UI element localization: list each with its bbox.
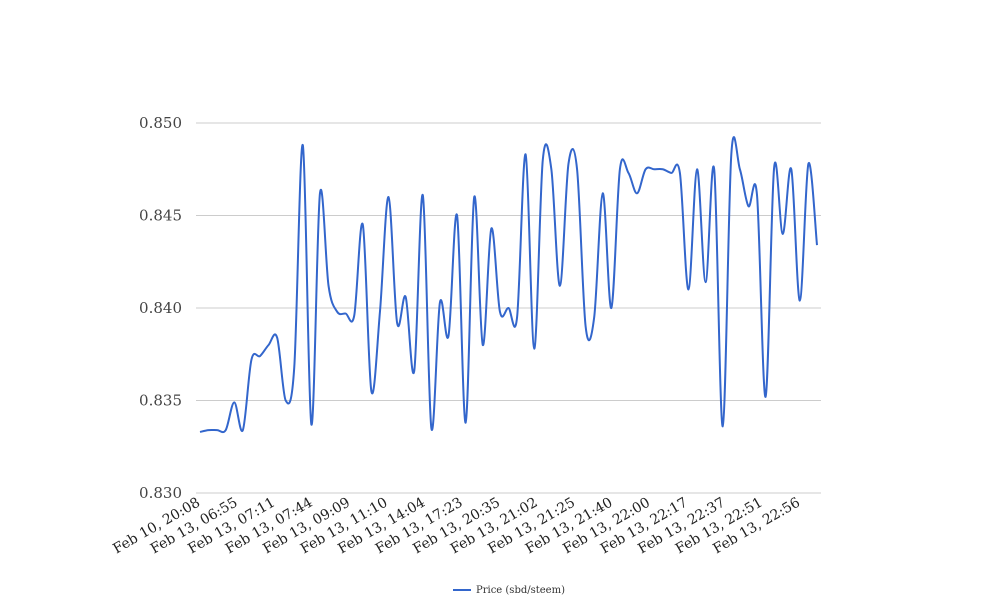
legend: Price (sbd/steem) [453,585,565,596]
y-tick-label: 0.830 [139,484,182,502]
y-tick-label: 0.835 [139,392,182,410]
legend-label: Price (sbd/steem) [476,585,565,596]
series [199,136,818,434]
y-axis-ticks: 0.850 0.845 0.840 0.835 0.830 [139,114,182,502]
y-tick-label: 0.850 [139,114,182,132]
y-tick-label: 0.845 [139,207,182,225]
y-tick-label: 0.840 [139,299,182,317]
series-line [199,136,818,434]
